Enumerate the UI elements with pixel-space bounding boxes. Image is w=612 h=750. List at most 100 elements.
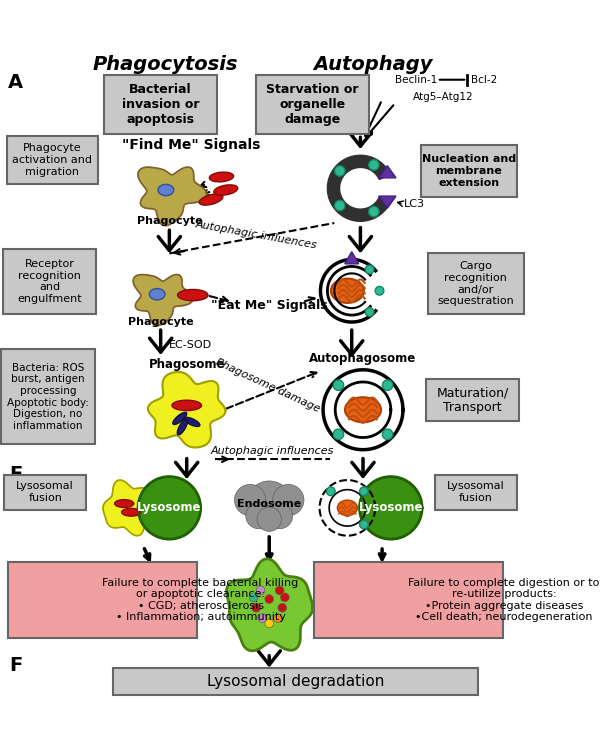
Text: Atg5–Atg12: Atg5–Atg12: [412, 92, 473, 102]
Circle shape: [249, 593, 258, 602]
Circle shape: [382, 380, 393, 391]
FancyBboxPatch shape: [2, 249, 97, 314]
Ellipse shape: [158, 184, 174, 196]
Text: C: C: [9, 248, 23, 267]
Polygon shape: [133, 274, 193, 326]
Ellipse shape: [177, 419, 187, 435]
Text: Bacterial
invasion or
apoptosis: Bacterial invasion or apoptosis: [122, 83, 200, 127]
Circle shape: [368, 160, 379, 170]
Circle shape: [360, 520, 368, 529]
Circle shape: [382, 429, 393, 439]
Text: EC-SOD: EC-SOD: [170, 340, 212, 350]
Text: Phagocytosis: Phagocytosis: [92, 56, 237, 74]
Text: Bcl-2: Bcl-2: [471, 75, 497, 85]
Ellipse shape: [209, 172, 234, 182]
Text: Endosome: Endosome: [237, 499, 301, 508]
Text: Maturation/
Transport: Maturation/ Transport: [436, 386, 509, 414]
Circle shape: [334, 380, 344, 391]
Circle shape: [368, 206, 379, 217]
FancyBboxPatch shape: [428, 254, 524, 314]
Text: Autophagosome: Autophagosome: [310, 352, 417, 364]
Ellipse shape: [122, 509, 141, 516]
Text: Phagosome damage: Phagosome damage: [214, 357, 321, 414]
Ellipse shape: [149, 289, 165, 300]
Circle shape: [252, 604, 261, 612]
Circle shape: [335, 200, 345, 211]
FancyBboxPatch shape: [256, 76, 369, 134]
Text: A: A: [8, 73, 23, 92]
Circle shape: [326, 487, 335, 496]
Circle shape: [246, 503, 272, 529]
Ellipse shape: [172, 400, 201, 410]
FancyBboxPatch shape: [4, 475, 86, 509]
Text: "Find Me" Signals: "Find Me" Signals: [122, 138, 260, 152]
Text: Autophagy: Autophagy: [314, 56, 433, 74]
Polygon shape: [148, 372, 225, 448]
Text: Phagocyte: Phagocyte: [136, 216, 202, 226]
FancyBboxPatch shape: [1, 349, 95, 445]
Text: Phagocyte
activation and
migration: Phagocyte activation and migration: [12, 143, 92, 177]
Text: LC3: LC3: [404, 199, 425, 209]
Text: Receptor
recognition
and
engulfment: Receptor recognition and engulfment: [17, 260, 82, 304]
Circle shape: [365, 266, 374, 274]
Circle shape: [334, 429, 344, 439]
Circle shape: [267, 503, 293, 529]
Text: B: B: [8, 137, 23, 156]
Text: F: F: [9, 656, 22, 676]
Text: Lysosome: Lysosome: [359, 501, 423, 515]
Text: Starvation or
organelle
damage: Starvation or organelle damage: [266, 83, 359, 127]
Text: Cargo
recognition
and/or
sequestration: Cargo recognition and/or sequestration: [438, 262, 514, 306]
Text: Phagocyte: Phagocyte: [128, 316, 193, 327]
Text: Phagosome: Phagosome: [149, 358, 225, 370]
Circle shape: [265, 619, 274, 628]
Circle shape: [247, 481, 292, 526]
Text: Beclin-1: Beclin-1: [395, 75, 438, 85]
Text: Failure to complete bacterial killing
or apoptotic clearance:
• CGD; atheroscler: Failure to complete bacterial killing or…: [102, 578, 299, 622]
Circle shape: [234, 484, 266, 516]
Circle shape: [335, 166, 345, 176]
Circle shape: [265, 595, 274, 604]
Polygon shape: [138, 167, 207, 226]
Text: Autophagic influences: Autophagic influences: [211, 446, 334, 457]
Text: Lysosomal degradation: Lysosomal degradation: [207, 674, 384, 689]
Circle shape: [257, 507, 282, 531]
Ellipse shape: [177, 290, 208, 301]
Circle shape: [280, 593, 289, 602]
Circle shape: [274, 614, 282, 622]
Polygon shape: [319, 480, 375, 536]
FancyBboxPatch shape: [7, 136, 98, 184]
Ellipse shape: [114, 500, 134, 508]
Text: Lysosome: Lysosome: [137, 501, 201, 515]
Circle shape: [365, 308, 374, 316]
FancyBboxPatch shape: [421, 145, 517, 197]
Polygon shape: [103, 480, 154, 536]
Polygon shape: [345, 252, 359, 264]
Ellipse shape: [173, 413, 187, 424]
Polygon shape: [226, 559, 313, 651]
Circle shape: [360, 487, 368, 496]
Text: Lysosomal
fusion: Lysosomal fusion: [447, 482, 505, 503]
Polygon shape: [323, 370, 403, 450]
Circle shape: [258, 614, 267, 622]
Circle shape: [375, 286, 384, 295]
Ellipse shape: [214, 184, 238, 195]
Text: Bacteria: ROS
burst, antigen
processing
Apoptotic body:
Digestion, no
inflammati: Bacteria: ROS burst, antigen processing …: [7, 363, 89, 430]
FancyBboxPatch shape: [435, 475, 517, 509]
Ellipse shape: [337, 500, 357, 515]
Polygon shape: [379, 166, 396, 178]
Polygon shape: [327, 155, 390, 221]
Ellipse shape: [184, 417, 200, 427]
Text: Autophagic influences: Autophagic influences: [195, 219, 318, 250]
Circle shape: [256, 586, 265, 595]
Polygon shape: [138, 476, 201, 539]
Circle shape: [273, 484, 304, 516]
Text: D: D: [7, 348, 24, 368]
FancyBboxPatch shape: [425, 380, 520, 421]
Ellipse shape: [345, 398, 381, 422]
FancyBboxPatch shape: [113, 668, 477, 695]
Text: Nucleation and
membrane
extension: Nucleation and membrane extension: [422, 154, 516, 188]
Polygon shape: [379, 196, 396, 208]
Ellipse shape: [331, 278, 364, 303]
FancyBboxPatch shape: [8, 562, 197, 638]
Text: E: E: [9, 465, 22, 484]
